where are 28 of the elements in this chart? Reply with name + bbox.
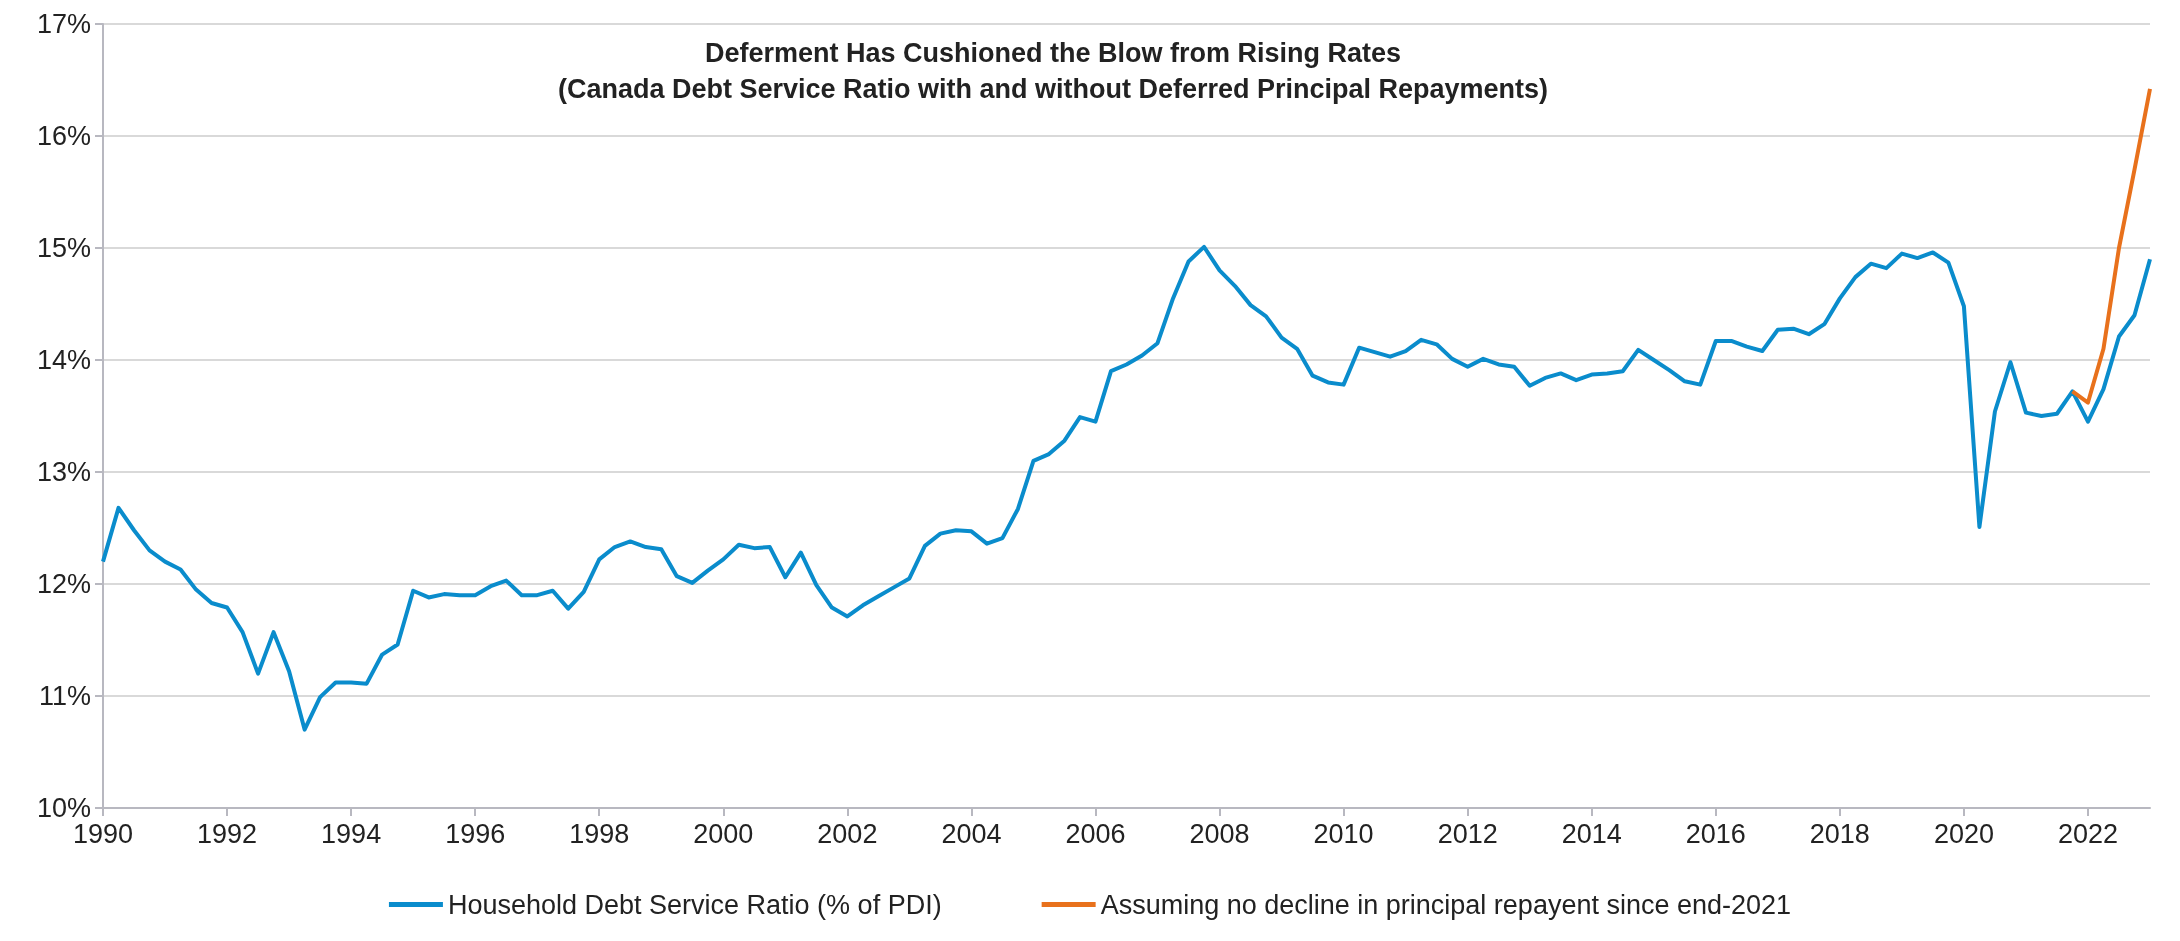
y-tick-label: 12% — [36, 569, 91, 599]
y-tick-label: 17% — [36, 9, 91, 39]
x-tick-label: 2006 — [1065, 818, 1126, 849]
line-series — [2070, 86, 2152, 405]
x-tick-label: 2002 — [817, 818, 878, 849]
y-tick-label: 13% — [36, 457, 91, 487]
x-tick-label: 2022 — [2057, 818, 2119, 849]
x-tick-label: 2014 — [1561, 818, 1622, 849]
x-tick-label: 1996 — [445, 818, 506, 849]
legend-label: Household Debt Service Ratio (% of PDI) — [447, 889, 942, 920]
x-tick-label: 2018 — [1809, 818, 1870, 849]
x-tick-label: 2000 — [693, 818, 754, 849]
x-tick-label: 2004 — [941, 818, 1002, 849]
text: Deferment Has Cushioned the Blow from Rising Rates (Canada Debt Service Ratio with and without Deferred Principal Repayments) — [557, 38, 1549, 104]
x-tick-label: 1994 — [321, 818, 382, 849]
line-series — [101, 244, 2152, 732]
y-tick-label: 14% — [36, 345, 91, 375]
x-tick-label: 2008 — [1189, 818, 1250, 849]
x-tick-label: 2012 — [1437, 818, 1498, 849]
y-tick-label: 16% — [36, 121, 91, 151]
x-tick-label: 1992 — [197, 818, 258, 849]
y-tick-label: 15% — [36, 233, 91, 263]
x-tick-label: 2010 — [1313, 818, 1374, 849]
x-tick-label: 2020 — [1933, 818, 1994, 849]
x-tick-label: 2016 — [1685, 818, 1746, 849]
x-tick-label: 1998 — [569, 818, 630, 849]
legend-label: Assuming no decline in principal repayent since end-2021 — [1100, 889, 1792, 920]
y-tick-label: 11% — [38, 681, 91, 711]
